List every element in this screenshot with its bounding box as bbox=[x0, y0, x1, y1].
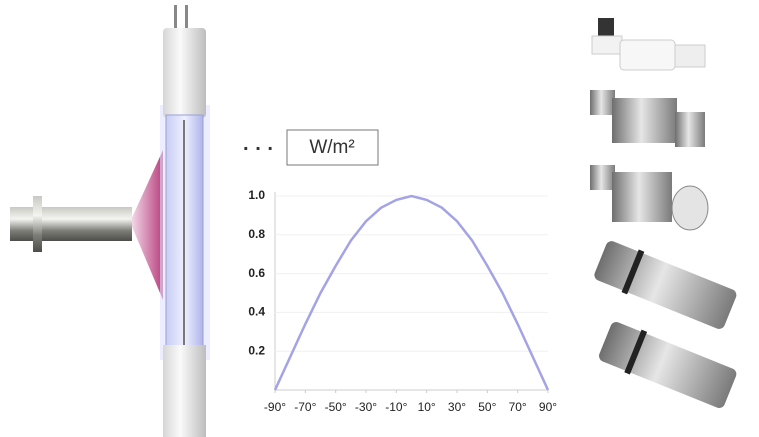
sensor-white bbox=[674, 44, 706, 68]
x-tick-label: 10° bbox=[418, 400, 436, 414]
x-tick-label: 30° bbox=[448, 400, 466, 414]
sensor-connector bbox=[598, 18, 614, 38]
unit-box bbox=[286, 129, 379, 166]
y-tick-label: 0.6 bbox=[248, 266, 265, 280]
sensor-cylinder bbox=[599, 322, 737, 408]
x-tick-label: -90° bbox=[264, 400, 286, 414]
x-tick-label: -70° bbox=[294, 400, 316, 414]
x-tick-label: -50° bbox=[325, 400, 347, 414]
x-tick-label: -30° bbox=[355, 400, 377, 414]
x-tick-label: 70° bbox=[509, 400, 527, 414]
pipe-flange bbox=[33, 196, 42, 252]
y-tick-label: 1.0 bbox=[248, 188, 265, 202]
sensor-white bbox=[591, 35, 623, 55]
y-tick-label: 0.4 bbox=[248, 305, 265, 319]
sensor-steel bbox=[590, 90, 615, 115]
sensor-window bbox=[671, 185, 709, 231]
sensor-steel bbox=[612, 172, 672, 222]
x-tick-label: -10° bbox=[385, 400, 407, 414]
y-tick-label: 0.8 bbox=[248, 227, 265, 241]
sensor-steel bbox=[675, 112, 705, 147]
unit-label: W/m² bbox=[309, 137, 354, 158]
sensor-white bbox=[619, 39, 676, 71]
sensor-cylinder bbox=[594, 241, 737, 329]
lamp-pin bbox=[185, 5, 188, 30]
y-tick-label: 0.2 bbox=[248, 343, 265, 357]
lamp-cap-bottom bbox=[163, 345, 206, 437]
dots: · · · bbox=[243, 138, 274, 160]
sensor-steel bbox=[590, 165, 615, 190]
x-tick-label: 90° bbox=[539, 400, 557, 414]
curve bbox=[273, 194, 550, 391]
lamp-pin bbox=[174, 5, 177, 30]
sensor-steel bbox=[612, 98, 677, 143]
lamp-cap-top bbox=[163, 28, 206, 118]
x-tick-label: 50° bbox=[478, 400, 496, 414]
light-cone bbox=[130, 150, 163, 300]
pipe bbox=[10, 207, 132, 241]
